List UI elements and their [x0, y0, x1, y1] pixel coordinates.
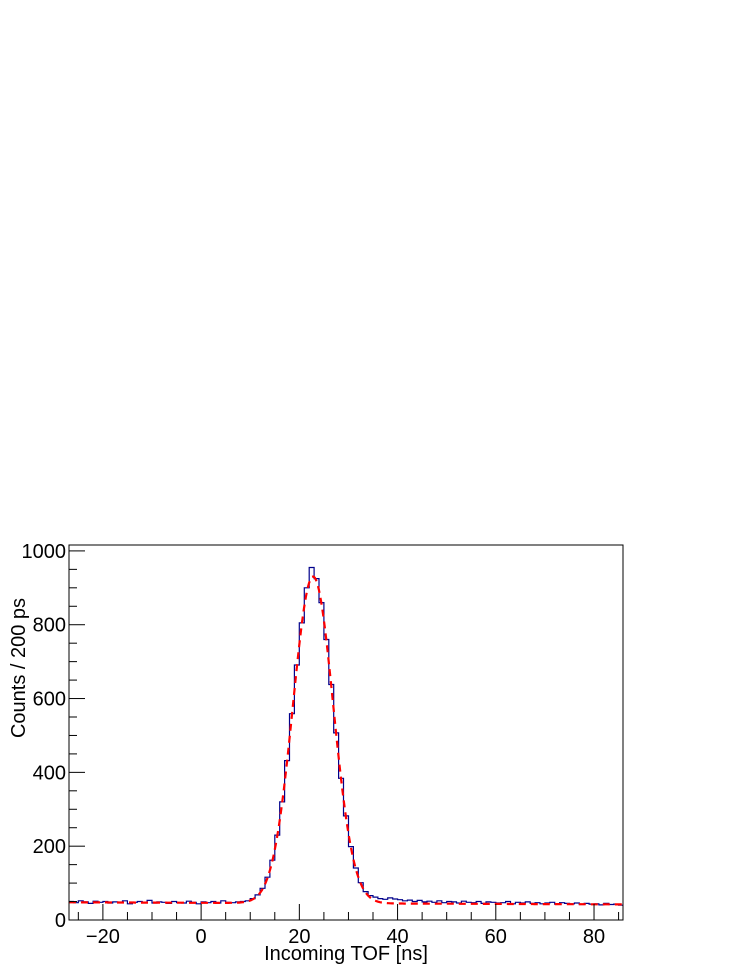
histogram-series [69, 566, 623, 906]
x-tick-label: 60 [485, 926, 507, 948]
y-tick-label: 0 [55, 910, 66, 932]
x-tick-label: 40 [386, 926, 408, 948]
y-tick-label: 800 [33, 615, 66, 637]
y-tick-label: 200 [33, 836, 66, 858]
x-axis-title: Incoming TOF [ns] [264, 943, 428, 965]
x-tick-label: −20 [86, 926, 120, 948]
y-tick-label: 600 [33, 689, 66, 711]
fit-curve [69, 575, 623, 906]
plot-frame [68, 544, 624, 921]
y-tick-label: 400 [33, 762, 66, 784]
x-tick-label: 80 [583, 926, 605, 948]
y-tick-label: 1000 [22, 541, 67, 563]
plot-area [69, 566, 623, 906]
y-axis-title: Counts / 200 ps [8, 598, 30, 738]
x-tick-label: 20 [288, 926, 310, 948]
x-tick-label: 0 [196, 926, 207, 948]
